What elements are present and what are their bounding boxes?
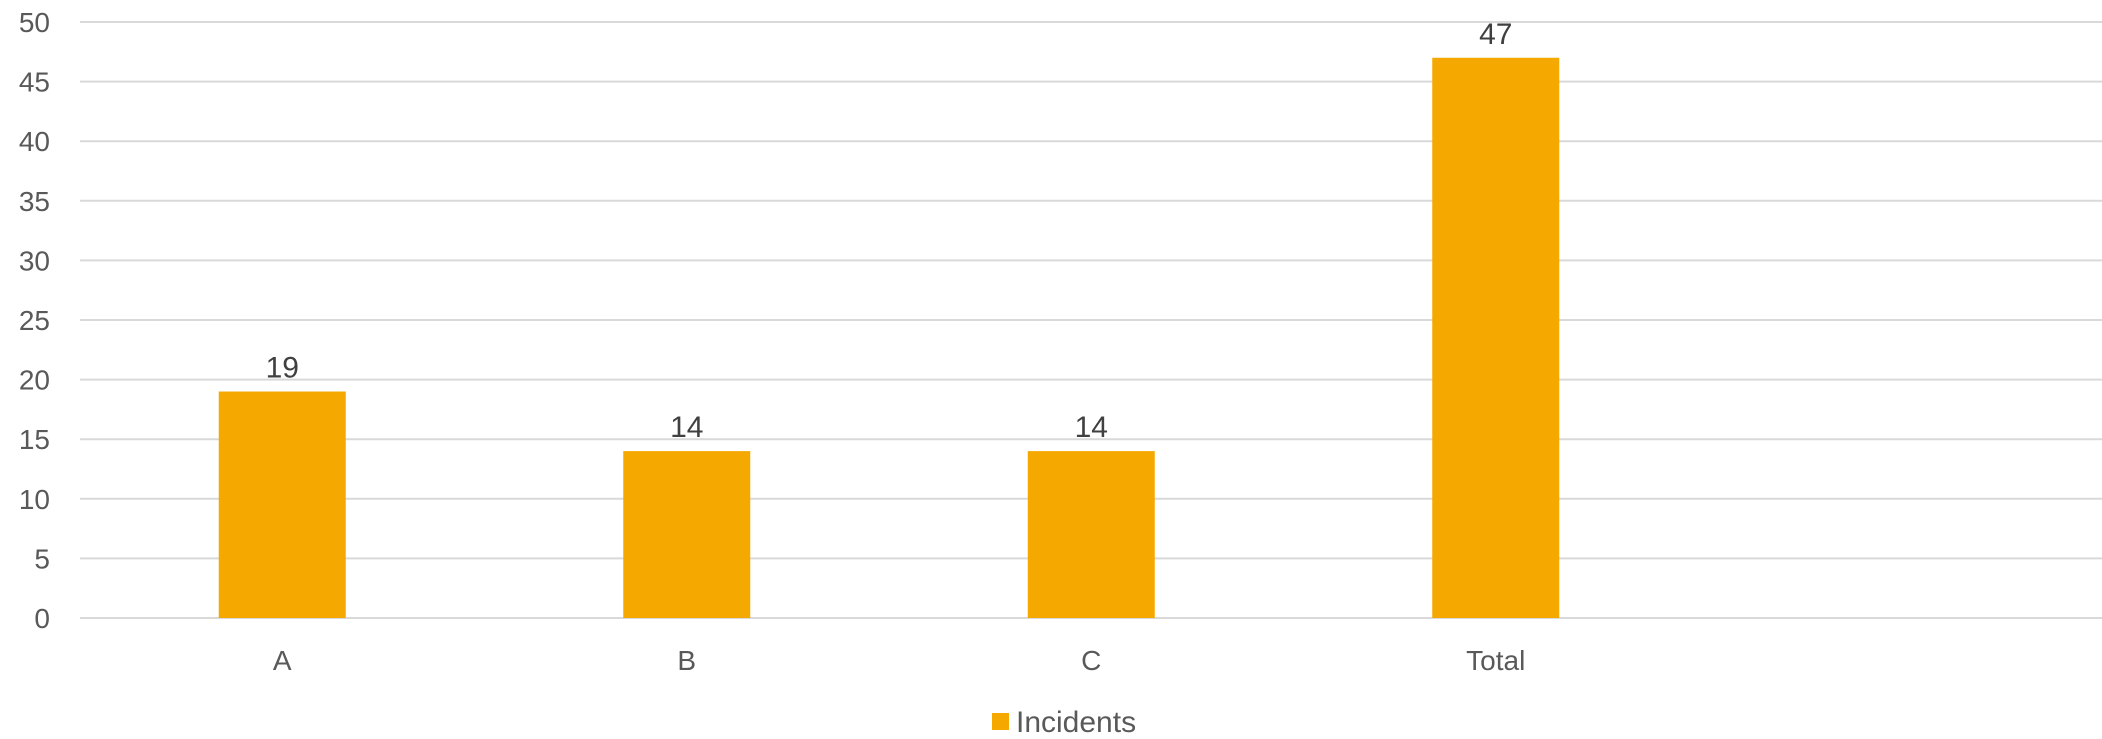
data-labels: 19 14 14 47: [266, 18, 1513, 444]
data-label: 14: [670, 411, 703, 444]
y-axis-ticks: 0 5 10 15 20 25 30 35 40 45 50: [19, 7, 50, 634]
bar-total: [1432, 57, 1560, 618]
data-label: 19: [266, 352, 299, 385]
legend-label-incidents: Incidents: [1016, 706, 1136, 739]
x-axis-ticks: A B C Total: [273, 645, 1525, 676]
y-tick-label: 40: [19, 126, 50, 157]
y-tick-label: 10: [19, 484, 50, 515]
bars: [218, 57, 1560, 618]
y-tick-label: 0: [34, 603, 50, 634]
x-tick-label: A: [273, 645, 292, 676]
legend-swatch-incidents: [992, 713, 1009, 730]
bar-c: [1027, 451, 1155, 618]
gridlines: [80, 21, 2102, 619]
bar-a: [218, 391, 346, 618]
y-tick-label: 35: [19, 186, 50, 217]
y-tick-label: 20: [19, 365, 50, 396]
data-label: 14: [1075, 411, 1108, 444]
y-tick-label: 15: [19, 424, 50, 455]
x-tick-label: Total: [1466, 645, 1525, 676]
legend: Incidents: [992, 706, 1136, 739]
bar-b: [623, 451, 751, 618]
y-tick-label: 50: [19, 7, 50, 38]
y-tick-label: 30: [19, 245, 50, 276]
x-tick-label: C: [1081, 645, 1101, 676]
y-tick-label: 25: [19, 305, 50, 336]
y-tick-label: 45: [19, 67, 50, 98]
x-tick-label: B: [677, 645, 696, 676]
data-label: 47: [1479, 18, 1512, 51]
y-tick-label: 5: [34, 543, 50, 574]
